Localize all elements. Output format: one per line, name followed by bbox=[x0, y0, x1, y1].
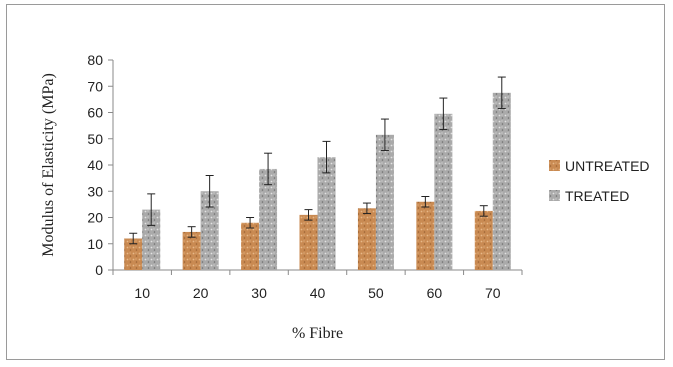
error-bar-treated-10 bbox=[147, 193, 156, 226]
y-tick-label: 40 bbox=[87, 157, 103, 173]
error-bar-treated-20 bbox=[205, 175, 214, 208]
error-bar-untreated-20 bbox=[187, 226, 196, 238]
error-bar-untreated-70 bbox=[479, 205, 488, 217]
bar-untreated-30 bbox=[241, 222, 260, 270]
bar-treated-30 bbox=[259, 168, 278, 270]
x-tick-label: 40 bbox=[310, 285, 326, 301]
x-tick-label: 60 bbox=[427, 285, 443, 301]
y-tick-label: 50 bbox=[87, 131, 103, 147]
error-bar-untreated-30 bbox=[246, 217, 255, 229]
bar-untreated-60 bbox=[416, 201, 435, 270]
bar-untreated-70 bbox=[474, 210, 493, 270]
y-tick-label: 30 bbox=[87, 183, 103, 199]
error-bar-treated-60 bbox=[439, 97, 448, 131]
error-bar-untreated-10 bbox=[129, 232, 138, 245]
error-bar-untreated-40 bbox=[304, 209, 313, 221]
x-tick-label: 10 bbox=[134, 285, 150, 301]
legend-swatch-treated bbox=[549, 190, 560, 201]
error-bar-untreated-50 bbox=[362, 202, 371, 215]
legend-label-treated: TREATED bbox=[565, 188, 629, 204]
bar-untreated-50 bbox=[357, 208, 376, 270]
bar-untreated-40 bbox=[299, 214, 318, 270]
y-tick-label: 70 bbox=[87, 78, 103, 94]
y-tick-label: 10 bbox=[87, 236, 103, 252]
y-axis-title: Modulus of Elasticity (MPa) bbox=[40, 73, 57, 257]
bar-treated-70 bbox=[492, 92, 511, 270]
y-tick-label: 0 bbox=[95, 262, 103, 278]
error-bar-untreated-60 bbox=[421, 196, 430, 208]
error-bar-treated-70 bbox=[497, 76, 506, 110]
x-tick-label: 50 bbox=[368, 285, 384, 301]
bar-untreated-20 bbox=[182, 231, 201, 270]
bar-untreated-10 bbox=[124, 238, 143, 270]
y-tick-label: 60 bbox=[87, 105, 103, 121]
x-tick-label: 70 bbox=[485, 285, 501, 301]
x-tick-label: 20 bbox=[193, 285, 209, 301]
error-bar-treated-40 bbox=[322, 140, 331, 174]
y-tick-label: 20 bbox=[87, 210, 103, 226]
y-tick-label: 80 bbox=[87, 52, 103, 68]
bar-treated-40 bbox=[317, 157, 336, 270]
bar-treated-10 bbox=[142, 209, 161, 270]
x-axis-title: % Fibre bbox=[292, 325, 343, 342]
x-tick-label: 30 bbox=[251, 285, 267, 301]
error-bar-treated-50 bbox=[380, 118, 389, 152]
legend-label-untreated: UNTREATED bbox=[565, 158, 650, 174]
bar-treated-60 bbox=[434, 113, 453, 270]
error-bar-treated-30 bbox=[264, 152, 273, 186]
bar-treated-50 bbox=[375, 134, 394, 270]
bar-treated-20 bbox=[200, 191, 219, 270]
legend-swatch-untreated bbox=[549, 160, 560, 171]
